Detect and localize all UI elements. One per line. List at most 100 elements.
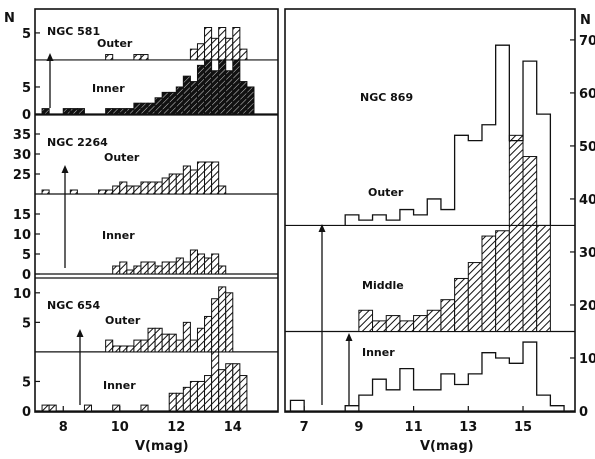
series-ngc-654-outer: Outer — [35, 286, 278, 353]
histogram-bar — [161, 333, 170, 353]
x-tick-label-right: 15 — [514, 420, 532, 435]
histogram-bar — [204, 315, 213, 353]
histogram-bar — [455, 135, 469, 225]
histogram-bar — [218, 369, 227, 412]
histogram-bar — [232, 363, 241, 412]
histogram-bar — [204, 54, 213, 115]
histogram-bar — [218, 27, 227, 61]
series-ngc-2264-inner: Inner — [35, 229, 278, 275]
histogram-bar — [62, 108, 71, 115]
histogram-bar — [427, 199, 441, 226]
histogram-bar — [246, 86, 255, 115]
histogram-bar — [154, 327, 163, 353]
histogram-bar — [400, 369, 414, 411]
series-ngc-581-inner: Inner — [35, 54, 278, 115]
histogram-bar — [196, 161, 206, 195]
histogram-bar — [441, 374, 455, 411]
y-tick-label: 15 — [13, 208, 31, 223]
histogram-bar — [140, 404, 149, 412]
histogram-bar — [98, 189, 107, 195]
y-tick-label: 5 — [22, 81, 31, 96]
histogram-outline — [289, 341, 565, 411]
series-label-middle: Middle — [362, 279, 404, 292]
x-tick-label: 8 — [59, 420, 68, 435]
x-tick-label-right: 13 — [459, 420, 477, 435]
histogram-bar — [211, 351, 220, 412]
histogram-bar — [189, 81, 198, 115]
histogram-bar — [147, 261, 156, 275]
histogram-bar — [140, 261, 149, 275]
histogram-bar — [386, 390, 400, 411]
y-tick-label: 0 — [22, 108, 31, 123]
histogram-bar — [496, 45, 510, 225]
y-tick-label-right: 30 — [579, 246, 595, 261]
histogram-bar — [482, 353, 496, 411]
histogram-bar — [196, 380, 206, 412]
histogram-bar — [126, 108, 135, 115]
series-label-outer: Outer — [105, 314, 141, 327]
y-tick-label: 10 — [13, 287, 31, 302]
series-ngc-869-outer: Outer — [285, 44, 575, 227]
histogram-bar — [133, 265, 142, 275]
histogram-bar — [182, 165, 191, 195]
histogram-bar — [161, 261, 170, 275]
y-tick-label-right: 70 — [579, 34, 595, 49]
histogram-bar — [211, 253, 220, 275]
histogram-bar — [48, 404, 57, 412]
histogram-bar — [290, 400, 304, 411]
histogram-bar — [168, 91, 177, 115]
histogram-bar — [161, 177, 170, 195]
y-tick-label: 5 — [22, 248, 31, 263]
y-axis-letter-left: N — [4, 11, 15, 26]
histogram-bar — [345, 215, 359, 226]
histogram-bar — [119, 181, 128, 195]
y-tick-label-right: 50 — [579, 140, 595, 155]
arrow-icon — [318, 224, 326, 405]
histogram-bar — [211, 161, 220, 195]
panel-ngc-2264: Inner Outer NGC 2264 0 5 10 15 25 30 35 — [13, 114, 278, 283]
histogram-bar — [204, 375, 213, 412]
y-tick-label: 25 — [13, 168, 31, 183]
histogram-bar — [175, 173, 184, 195]
histogram-outline — [344, 44, 552, 226]
histogram-bar — [218, 265, 227, 275]
histogram-bar — [468, 374, 482, 411]
y-tick-label: 10 — [13, 228, 31, 243]
histogram-bar — [168, 333, 177, 353]
histogram-bar — [196, 43, 206, 61]
histogram-bar — [189, 48, 198, 61]
histogram-bar — [133, 339, 142, 353]
histogram-bar — [427, 390, 441, 411]
series-ngc-2264-outer: Outer — [35, 151, 278, 195]
histogram-bar — [189, 380, 198, 412]
x-tick-label: 12 — [167, 420, 185, 435]
histogram-bar — [496, 358, 510, 411]
y-tick-label: 0 — [22, 405, 31, 420]
histogram-bar — [345, 406, 359, 411]
histogram-bar — [454, 277, 469, 332]
y-tick-label: 0 — [22, 268, 31, 283]
histogram-bar — [69, 108, 78, 115]
histogram-bar — [189, 339, 198, 353]
x-axis-label-right: V(mag) — [420, 439, 474, 454]
histogram-bar — [211, 298, 220, 353]
histogram-bar — [426, 309, 442, 332]
histogram-bar — [509, 141, 523, 226]
histogram-bar — [211, 70, 220, 115]
histogram-bar — [414, 390, 428, 411]
series-label-inner: Inner — [92, 82, 125, 95]
series-label-inner: Inner — [103, 379, 136, 392]
histogram-bar — [119, 345, 128, 353]
histogram-bar — [112, 345, 121, 353]
histogram-bar — [537, 114, 551, 225]
arrow-icon — [345, 333, 353, 405]
histogram-bar — [414, 215, 428, 226]
histogram-bar — [147, 102, 156, 115]
histogram-bar — [105, 189, 114, 195]
y-tick-label: 5 — [22, 316, 31, 331]
histogram-bar — [523, 342, 537, 411]
histogram-bar — [536, 224, 551, 332]
histogram-bar — [182, 75, 191, 115]
